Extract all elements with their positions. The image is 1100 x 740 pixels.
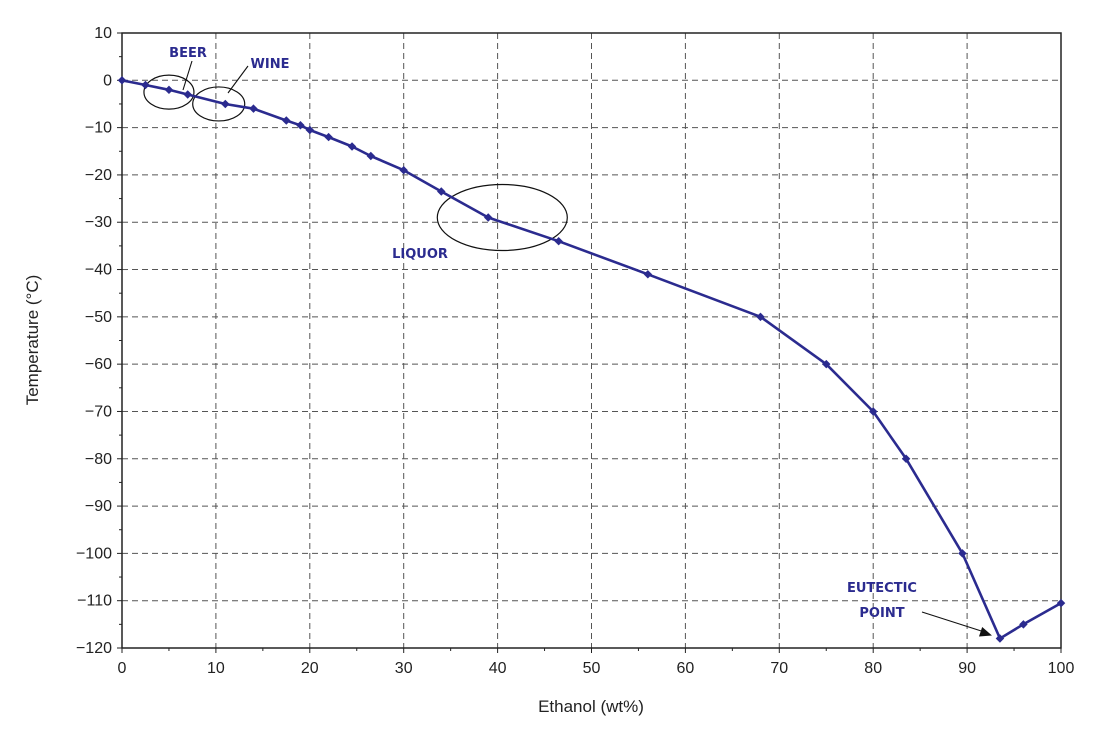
annotation-eutectic-line2: POINT	[859, 606, 904, 621]
data-point	[437, 187, 446, 196]
eutectic-arrow-head	[978, 626, 992, 637]
annotation-eutectic-line1: EUTECTIC	[847, 581, 917, 596]
data-point	[399, 165, 408, 175]
data-point	[324, 132, 333, 142]
data-point	[141, 80, 150, 90]
data-point	[1019, 620, 1028, 629]
x-tick-label: 80	[864, 660, 882, 677]
x-tick-label: 40	[489, 660, 507, 677]
wine-leader	[227, 65, 249, 94]
x-tick-label: 0	[118, 660, 127, 677]
x-tick-label: 60	[677, 660, 695, 677]
y-tick-label: −60	[85, 356, 112, 373]
x-tick-label: 20	[301, 660, 319, 677]
axis-ticks: 0 10 20 30 40 50 60 70 80 90 100100−10−20−30−40−50…	[76, 25, 1074, 677]
annotation-wine: WINE	[251, 57, 290, 72]
x-tick-label: 70	[770, 660, 788, 677]
data-point	[483, 213, 493, 222]
x-tick-label: 100	[1048, 660, 1075, 677]
y-axis-title: Temperature (°C)	[23, 275, 42, 406]
annotation-liquor: LIQUOR	[392, 247, 448, 262]
eutectic-arrow-shaft	[921, 611, 987, 634]
data-point	[643, 270, 653, 279]
x-tick-label: 30	[395, 660, 413, 677]
beer-ellipse	[143, 74, 195, 110]
liquor-ellipse	[436, 183, 568, 252]
y-tick-label: −70	[85, 403, 112, 420]
x-tick-label: 10	[207, 660, 225, 677]
data-point	[117, 76, 127, 85]
x-tick-label: 90	[958, 660, 976, 677]
data-point	[183, 90, 192, 99]
y-tick-label: −30	[85, 214, 112, 231]
data-point	[282, 116, 291, 125]
y-tick-label: −40	[85, 262, 112, 279]
annotation-beer: BEER	[169, 46, 207, 61]
grid	[122, 33, 1061, 648]
y-tick-label: −120	[76, 640, 112, 657]
x-tick-label: 50	[583, 660, 601, 677]
y-tick-label: −80	[85, 451, 112, 468]
data-point	[347, 142, 357, 151]
data-point	[995, 634, 1005, 643]
y-tick-label: −90	[85, 498, 112, 515]
y-tick-label: −110	[77, 593, 112, 610]
data-point	[221, 99, 230, 109]
data-point	[554, 236, 563, 246]
data-point	[249, 104, 258, 113]
data-point	[868, 407, 878, 416]
data-point	[296, 121, 305, 130]
annotation-shapes	[143, 60, 992, 637]
y-tick-label: −50	[85, 309, 112, 326]
x-axis-title: Ethanol (wt%)	[538, 697, 644, 716]
data-point	[1056, 598, 1066, 608]
data-point	[305, 125, 315, 135]
y-tick-label: 0	[103, 72, 112, 89]
wine-ellipse	[192, 86, 246, 122]
y-tick-label: −10	[85, 120, 112, 137]
data-point	[164, 85, 174, 95]
beer-leader	[182, 60, 193, 91]
y-tick-label: −100	[76, 545, 112, 562]
y-tick-label: 10	[94, 25, 112, 42]
y-tick-label: −20	[85, 167, 112, 184]
data-point	[366, 151, 376, 161]
series	[117, 76, 1066, 643]
